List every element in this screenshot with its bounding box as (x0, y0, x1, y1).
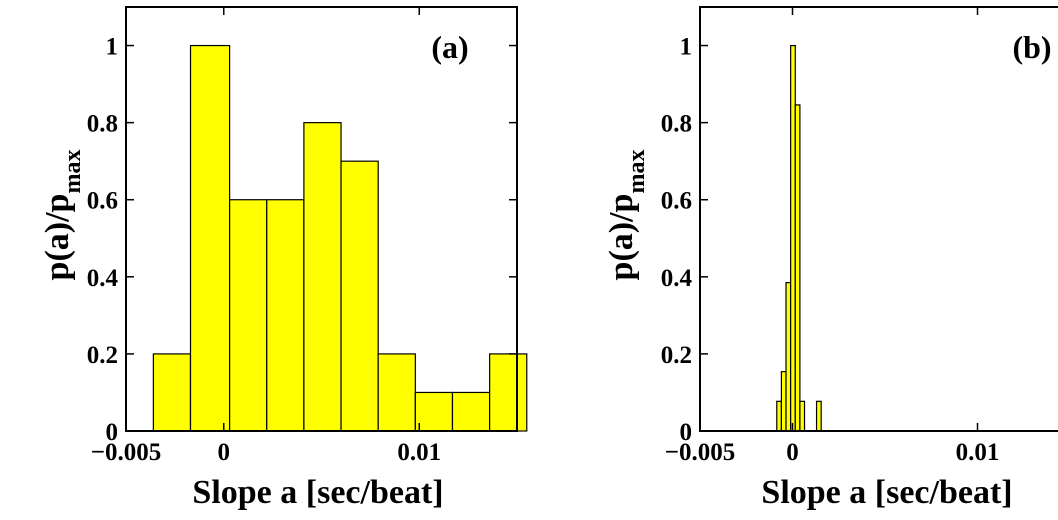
panel-label: (a) (431, 29, 468, 65)
y-tick-label: 0.8 (87, 111, 118, 138)
axes-frame (125, 6, 518, 432)
histogram-bar-5 (340, 160, 379, 432)
histogram-panel-a: 00.20.40.60.81−0.005 0 0.01(a)Slope a [sec… (39, 6, 528, 511)
histogram-bar-3 (790, 44, 796, 432)
histogram-bar-0 (152, 353, 192, 432)
y-tick-label: 0 (680, 419, 693, 446)
histogram-bar-6 (815, 400, 822, 432)
y-axis-title-subscript: max (60, 150, 86, 194)
histogram-bar-0 (776, 400, 783, 432)
histogram-bar-1 (189, 44, 231, 432)
y-tick-label: 0.4 (661, 265, 693, 292)
y-tick-label: 0 (106, 419, 119, 446)
histogram-bar-9 (489, 353, 528, 432)
panel-label: (b) (1012, 29, 1051, 65)
x-tick-label: 0.01 (956, 439, 1000, 466)
histogram-bar-7 (414, 391, 454, 432)
y-tick-label: 0.6 (87, 188, 118, 215)
histogram-bar-2 (785, 282, 792, 432)
y-tick-label: 0.4 (87, 265, 119, 292)
y-tick-label: 1 (106, 34, 119, 61)
y-axis-title-main: p(a)/p (39, 194, 76, 281)
y-tick-label: 0.2 (661, 342, 692, 369)
y-tick-label: 0.8 (661, 111, 692, 138)
x-tick-label: 0 (786, 439, 799, 466)
histogram-bar-6 (377, 353, 416, 432)
y-axis-title-main: p(a)/p (603, 194, 640, 281)
y-axis-title: p(a)/pmax (39, 150, 86, 281)
axes-frame (699, 6, 1058, 432)
x-tick-label: −0.005 (665, 439, 736, 466)
x-axis-title: Slope a [sec/beat] (192, 474, 443, 511)
y-axis-title-text: p(a)/pmax (39, 150, 86, 281)
y-axis-title-subscript: max (624, 150, 650, 194)
histogram-bar-8 (451, 391, 491, 432)
x-tick-label: −0.005 (91, 439, 162, 466)
y-axis-title-text: p(a)/pmax (603, 150, 650, 281)
x-tick-label: 0 (218, 439, 231, 466)
histogram-bar-2 (229, 199, 268, 432)
histogram-bar-4 (303, 122, 342, 432)
x-axis-title: Slope a [sec/beat] (761, 474, 1012, 511)
histogram-bar-5 (799, 400, 806, 432)
histogram-panel-b: 00.20.40.60.81−0.005 0 0.01(b)Slope a [sec… (603, 6, 1058, 511)
y-tick-label: 0.6 (661, 188, 692, 215)
y-tick-label: 1 (680, 34, 693, 61)
y-axis-title: p(a)/pmax (603, 150, 650, 281)
histogram-bar-4 (794, 104, 801, 432)
y-tick-label: 0.2 (87, 342, 118, 369)
histogram-bar-3 (266, 199, 305, 432)
histogram-bar-1 (780, 371, 787, 432)
plot-area (700, 7, 1058, 431)
x-tick-label: 0.01 (397, 439, 441, 466)
